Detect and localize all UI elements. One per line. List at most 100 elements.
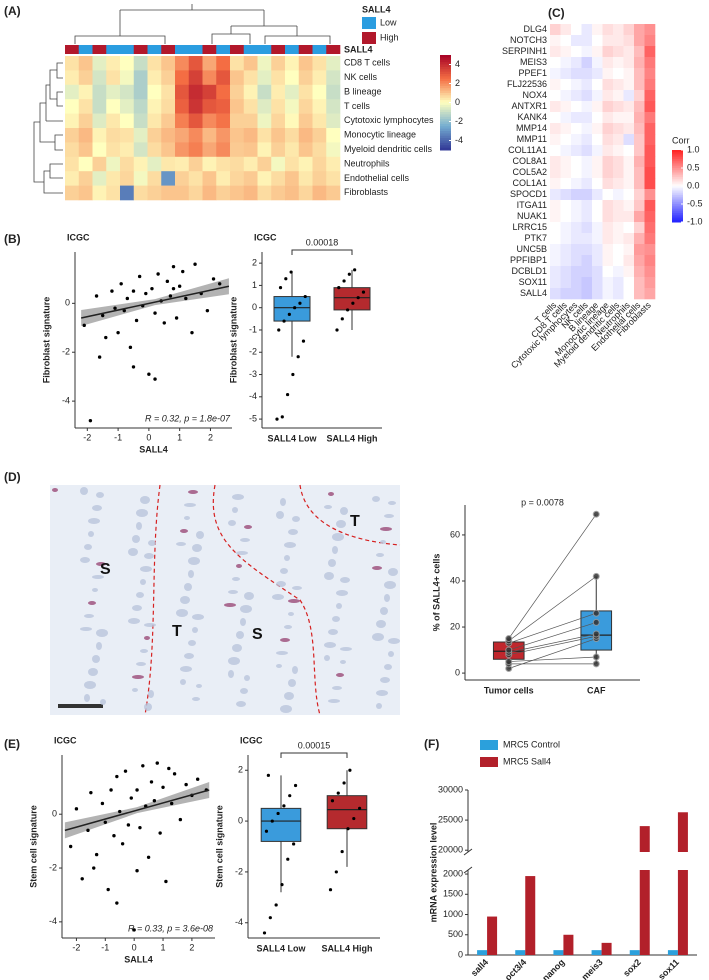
heatmap-cell (581, 167, 593, 179)
row-label: B lineage (344, 86, 382, 96)
colorbar-segment (440, 107, 451, 111)
colorbar-segment (672, 153, 683, 156)
heatmap-cell (285, 56, 300, 71)
heatmap-cell (571, 79, 582, 91)
heatmap-cell (613, 79, 624, 91)
x-tick-label: SALL4 High (322, 943, 373, 953)
cell-nucleus (232, 644, 242, 652)
point (336, 791, 340, 795)
cell-nucleus (328, 492, 334, 496)
heatmap-cell (326, 128, 341, 143)
point (262, 931, 267, 935)
cell-nucleus (232, 577, 240, 581)
heatmap-cell (571, 24, 582, 36)
heatmap-cell (285, 171, 300, 186)
heatmap-cell (644, 211, 656, 223)
panel-label: (C) (548, 6, 565, 20)
heatmap-cell (644, 112, 656, 124)
row-label: LRRC15 (512, 222, 547, 232)
heatmap-cell (602, 46, 614, 58)
cell-nucleus (188, 570, 194, 578)
cell-nucleus (196, 531, 204, 539)
row-label: ITGA11 (517, 200, 547, 210)
colorbar-segment (672, 175, 683, 178)
heatmap-cell (285, 142, 300, 158)
point (193, 262, 197, 266)
point (120, 842, 125, 846)
heatmap-cell (644, 255, 656, 267)
colorbar-tick-label: 0 (455, 97, 460, 107)
heatmap-cell (202, 185, 217, 201)
row-label: KANK4 (517, 112, 547, 122)
heatmap-cell (571, 233, 582, 245)
heatmap-cell (243, 56, 258, 71)
heatmap-cell (613, 57, 624, 69)
heatmap-cell (202, 56, 217, 71)
x-tick-label: -2 (83, 432, 91, 442)
point (337, 286, 341, 290)
heatmap-cell (623, 277, 635, 289)
point (169, 801, 174, 806)
colorbar-segment (440, 112, 451, 115)
cell-nucleus (140, 649, 148, 653)
point (328, 888, 333, 892)
cell-nucleus (292, 586, 302, 590)
heatmap-cell (175, 56, 190, 71)
cell-nucleus (332, 616, 340, 622)
cell-nucleus (292, 666, 298, 674)
heatmap-cell (571, 134, 582, 146)
heatmap-cell (202, 156, 217, 172)
row-label: Myeloid dendritic cells (344, 144, 433, 154)
cell-nucleus (236, 564, 242, 568)
heatmap-cell (550, 189, 561, 201)
colorbar-segment (440, 81, 451, 84)
heatmap-cell (161, 142, 176, 158)
heatmap-cell (230, 142, 245, 158)
group-annotation (202, 45, 217, 54)
x-tick-label: sox11 (656, 957, 681, 980)
heatmap-cell (623, 68, 635, 80)
heatmap-cell (571, 200, 582, 212)
colorbar-segment (672, 200, 683, 203)
cell-nucleus (232, 507, 238, 513)
cell-nucleus (192, 614, 204, 620)
heatmap-cell (623, 244, 635, 256)
point (303, 294, 307, 299)
panel-label: (A) (4, 4, 21, 18)
cell-nucleus (376, 553, 384, 557)
cell-nucleus (84, 681, 96, 689)
row-label: Endothelial cells (344, 173, 410, 183)
heatmap-cell (133, 70, 148, 86)
cell-nucleus (336, 590, 348, 596)
row-label: DCBLD1 (511, 266, 547, 276)
row-label: SPOCD1 (510, 189, 547, 199)
heatmap-cell (592, 189, 603, 201)
heatmap-cell (602, 156, 614, 168)
cell-nucleus (376, 690, 388, 696)
point (80, 877, 84, 881)
heatmap-cell (581, 255, 593, 267)
colorbar-segment (672, 159, 683, 162)
colorbar-segment (672, 166, 683, 169)
colorbar-segment (440, 83, 451, 87)
row-label: NUAK1 (517, 211, 547, 221)
heatmap-cell (623, 211, 635, 223)
heatmap-cell (634, 211, 645, 223)
tissue-label: T (350, 513, 360, 530)
heatmap-cell (92, 99, 107, 114)
cell-nucleus (324, 572, 334, 580)
heatmap-cell (602, 167, 614, 179)
heatmap-cell (634, 57, 645, 69)
heatmap-cell (550, 112, 561, 124)
row-label: PPEF1 (518, 68, 547, 78)
point (335, 328, 339, 332)
heatmap-cell (550, 277, 561, 289)
heatmap-cell (634, 255, 645, 267)
cell-nucleus (88, 518, 100, 524)
heatmap-cell (592, 79, 603, 91)
pair-line (508, 633, 597, 653)
row-label: NK cells (344, 72, 378, 82)
heatmap-cell (133, 56, 148, 71)
cell-nucleus (284, 542, 296, 548)
cell-nucleus (140, 579, 146, 585)
